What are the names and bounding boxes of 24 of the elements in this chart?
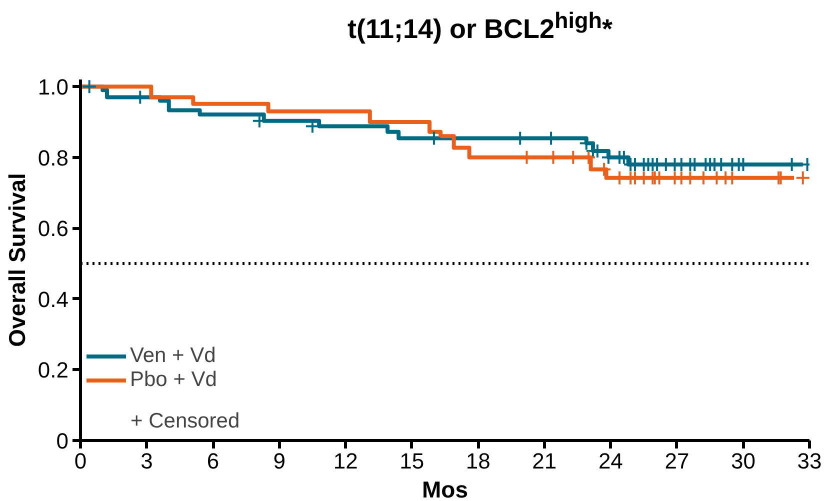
x-tick-label: 27 <box>664 448 690 474</box>
x-tick-label: 30 <box>730 448 756 474</box>
x-tick-label: 24 <box>598 448 623 474</box>
annotation: + Censored <box>130 410 240 432</box>
y-tick-label: 0.4 <box>38 286 69 312</box>
legend-label: Ven + Vd <box>130 344 216 368</box>
chart-title: t(11;14) or BCL2$^{high}$* <box>346 7 614 46</box>
x-tick-label: 18 <box>466 448 490 474</box>
x-tick-label: 6 <box>206 448 220 474</box>
x-tick-label: 0 <box>74 448 87 474</box>
y-tick-label: 0.2 <box>38 358 69 383</box>
y-tick-label: 1.0 <box>38 74 69 100</box>
y-tick-label: 0.8 <box>38 145 69 170</box>
x-tick-label: 15 <box>400 448 424 474</box>
x-tick-label: 33 <box>797 448 822 474</box>
x-tick-label: 9 <box>273 448 286 474</box>
x-tick-label: 3 <box>140 448 153 474</box>
x-axis-title: Mos <box>422 476 468 501</box>
x-tick-label: 12 <box>333 448 358 474</box>
legend-label: Pbo + Vd <box>130 368 217 392</box>
y-axis-title: Overall Survival <box>4 173 30 347</box>
y-tick-label: 0.6 <box>38 216 69 242</box>
x-tick-label: 21 <box>532 448 557 474</box>
y-tick-label: 0 <box>56 428 69 454</box>
